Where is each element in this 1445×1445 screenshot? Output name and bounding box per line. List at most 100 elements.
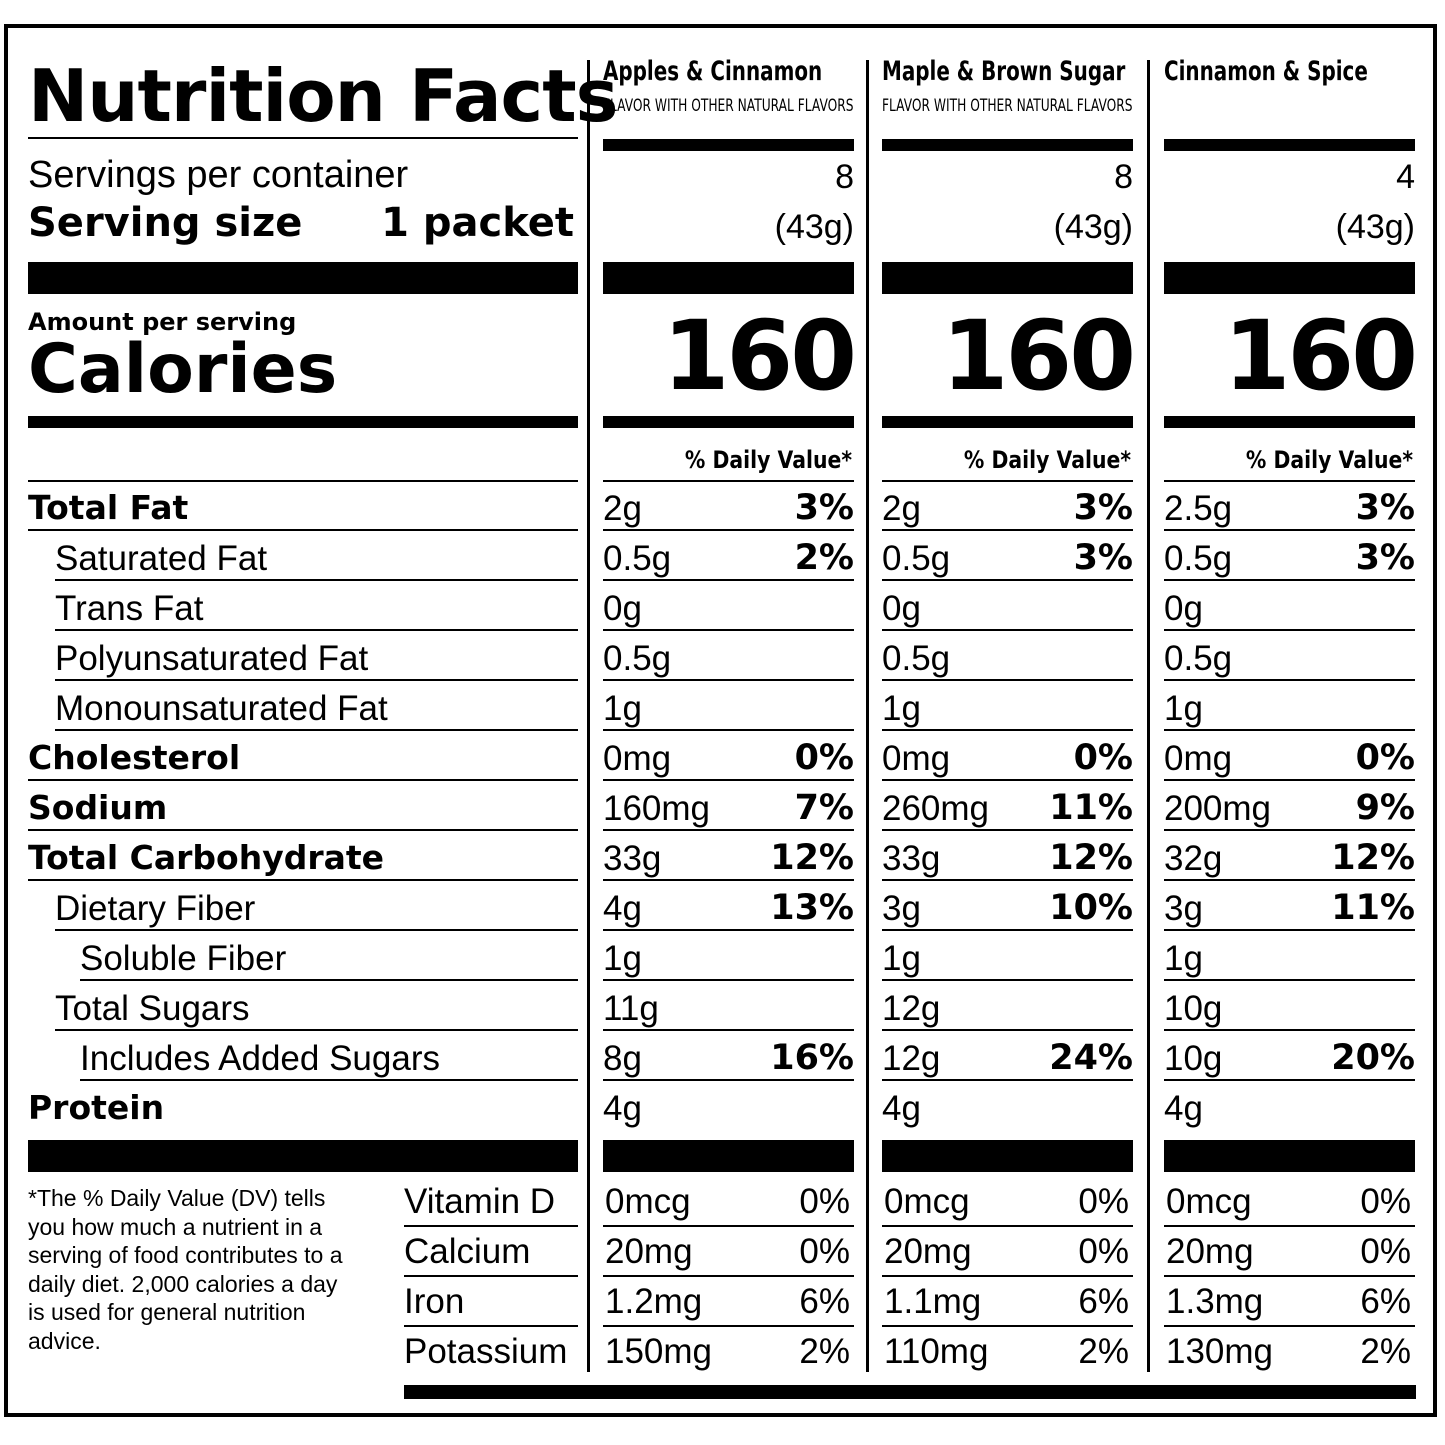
- vitamin-row-divider: [404, 1275, 578, 1277]
- nutrient-label: Soluble Fiber: [80, 939, 287, 978]
- nutrient-daily-value: 7%: [794, 788, 854, 828]
- nutrient-row-divider: [603, 979, 854, 981]
- nutrient-label: Trans Fat: [55, 589, 204, 628]
- nutrient-row-divider: [1164, 629, 1415, 631]
- nutrient-row-divider: [28, 529, 578, 531]
- nutrient-amount: 2g: [603, 489, 642, 528]
- nutrient-row-divider: [1164, 929, 1415, 931]
- vitamin-amount: 20mg: [884, 1232, 972, 1271]
- nutrient-amount: 1g: [1164, 939, 1203, 978]
- thick-bar-bottom-column: [882, 1140, 1133, 1172]
- nutrient-amount: 1g: [603, 939, 642, 978]
- nutrient-daily-value: 13%: [770, 888, 854, 928]
- vitamin-row-divider: [882, 1325, 1133, 1327]
- vitamin-row-divider: [404, 1225, 578, 1227]
- vitamin-row-divider: [1164, 1225, 1415, 1227]
- nutrient-label: Protein: [28, 1088, 165, 1127]
- vitamin-row-divider: [882, 1275, 1133, 1277]
- nutrient-amount: 3g: [1164, 889, 1203, 928]
- nutrient-row-divider: [1164, 1079, 1415, 1081]
- serving-grams: (43g): [1335, 208, 1415, 246]
- vitamin-row-divider: [603, 1225, 854, 1227]
- nutrient-amount: 0g: [882, 589, 921, 628]
- nutrient-row-divider: [882, 979, 1133, 981]
- nutrient-daily-value: 2%: [794, 538, 854, 578]
- vitamin-amount: 20mg: [605, 1232, 693, 1271]
- thick-bar-bottom-left: [28, 1140, 578, 1172]
- vitamin-row-divider: [1164, 1275, 1415, 1277]
- nutrient-amount: 0.5g: [1164, 639, 1233, 678]
- nutrient-row-divider: [55, 679, 578, 681]
- nutrient-row-divider: [882, 679, 1133, 681]
- nutrient-daily-value: 0%: [794, 738, 854, 778]
- nutrient-daily-value: 16%: [770, 1038, 854, 1078]
- nutrient-row-divider: [882, 729, 1133, 731]
- nutrient-row-divider: [882, 779, 1133, 781]
- nutrient-amount: 1g: [1164, 689, 1203, 728]
- nutrient-label: Dietary Fiber: [55, 889, 256, 928]
- vitamin-amount: 1.3mg: [1166, 1282, 1264, 1321]
- vitamin-daily-value: 6%: [1078, 1282, 1129, 1321]
- column-separator-1: [587, 60, 590, 1372]
- column-separator-3: [1147, 60, 1150, 1372]
- nutrient-amount: 4g: [603, 1089, 642, 1128]
- nutrient-label: Polyunsaturated Fat: [55, 639, 369, 678]
- nutrient-amount: 12g: [882, 1039, 941, 1078]
- nutrient-row-divider: [1164, 1029, 1415, 1031]
- nutrient-daily-value: 12%: [1049, 838, 1133, 878]
- flavor-subtitle: FLAVOR WITH OTHER NATURAL FLAVORS: [882, 96, 1133, 116]
- flavor-header-bar: [882, 139, 1133, 151]
- nutrient-row-divider: [882, 579, 1133, 581]
- nutrient-amount: 10g: [1164, 989, 1223, 1028]
- vitamin-amount: 20mg: [1166, 1232, 1254, 1271]
- nutrient-label: Monounsaturated Fat: [55, 689, 388, 728]
- vitamin-amount: 0mcg: [605, 1182, 691, 1221]
- nutrient-amount: 12g: [882, 989, 941, 1028]
- nutrient-amount: 160mg: [603, 789, 711, 828]
- nutrient-amount: 1g: [603, 689, 642, 728]
- nutrient-amount: 11g: [603, 989, 659, 1028]
- flavor-subtitle: FLAVOR WITH OTHER NATURAL FLAVORS: [603, 96, 854, 116]
- nutrient-label: Includes Added Sugars: [80, 1039, 440, 1078]
- vitamin-label: Vitamin D: [404, 1182, 556, 1221]
- nutrient-row-divider: [1164, 679, 1415, 681]
- dv-divider-column: [882, 480, 1133, 482]
- nutrient-amount: 260mg: [882, 789, 990, 828]
- nutrient-amount: 0g: [1164, 589, 1203, 628]
- label-frame: [4, 24, 1437, 1417]
- nutrient-row-divider: [882, 829, 1133, 831]
- serving-size-label: Serving size: [28, 200, 303, 246]
- nutrient-row-divider: [1164, 529, 1415, 531]
- nutrient-amount: 0mg: [882, 739, 951, 778]
- title-divider: [28, 137, 578, 139]
- thick-bar-bottom-column: [603, 1140, 854, 1172]
- nutrient-daily-value: 3%: [794, 488, 854, 528]
- nutrient-daily-value: 12%: [770, 838, 854, 878]
- vitamin-daily-value: 0%: [1078, 1182, 1129, 1221]
- nutrient-label: Sodium: [28, 788, 168, 827]
- vitamin-amount: 0mcg: [884, 1182, 970, 1221]
- vitamin-daily-value: 2%: [1360, 1332, 1411, 1371]
- thick-bar-column: [882, 262, 1133, 294]
- vitamin-amount: 0mcg: [1166, 1182, 1252, 1221]
- nutrient-amount: 33g: [882, 839, 941, 878]
- nutrient-label: Total Fat: [28, 488, 189, 527]
- nutrient-row-divider: [603, 529, 854, 531]
- nutrient-row-divider: [80, 979, 578, 981]
- nutrient-row-divider: [1164, 579, 1415, 581]
- nutrient-daily-value: 20%: [1331, 1038, 1415, 1078]
- serving-grams: (43g): [1053, 208, 1133, 246]
- nutrient-label: Cholesterol: [28, 738, 241, 777]
- nutrient-amount: 0.5g: [603, 539, 672, 578]
- nutrient-row-divider: [28, 879, 578, 881]
- nutrient-amount: 33g: [603, 839, 662, 878]
- nutrient-row-divider: [882, 529, 1133, 531]
- vitamin-amount: 1.1mg: [884, 1282, 982, 1321]
- nutrient-daily-value: 0%: [1355, 738, 1415, 778]
- vitamin-daily-value: 2%: [1078, 1332, 1129, 1371]
- serving-size-value: 1 packet: [381, 200, 574, 246]
- nutrient-row-divider: [80, 1079, 578, 1081]
- nutrient-daily-value: 0%: [1073, 738, 1133, 778]
- servings-label: Servings per container: [28, 154, 409, 196]
- nutrient-amount: 4g: [882, 1089, 921, 1128]
